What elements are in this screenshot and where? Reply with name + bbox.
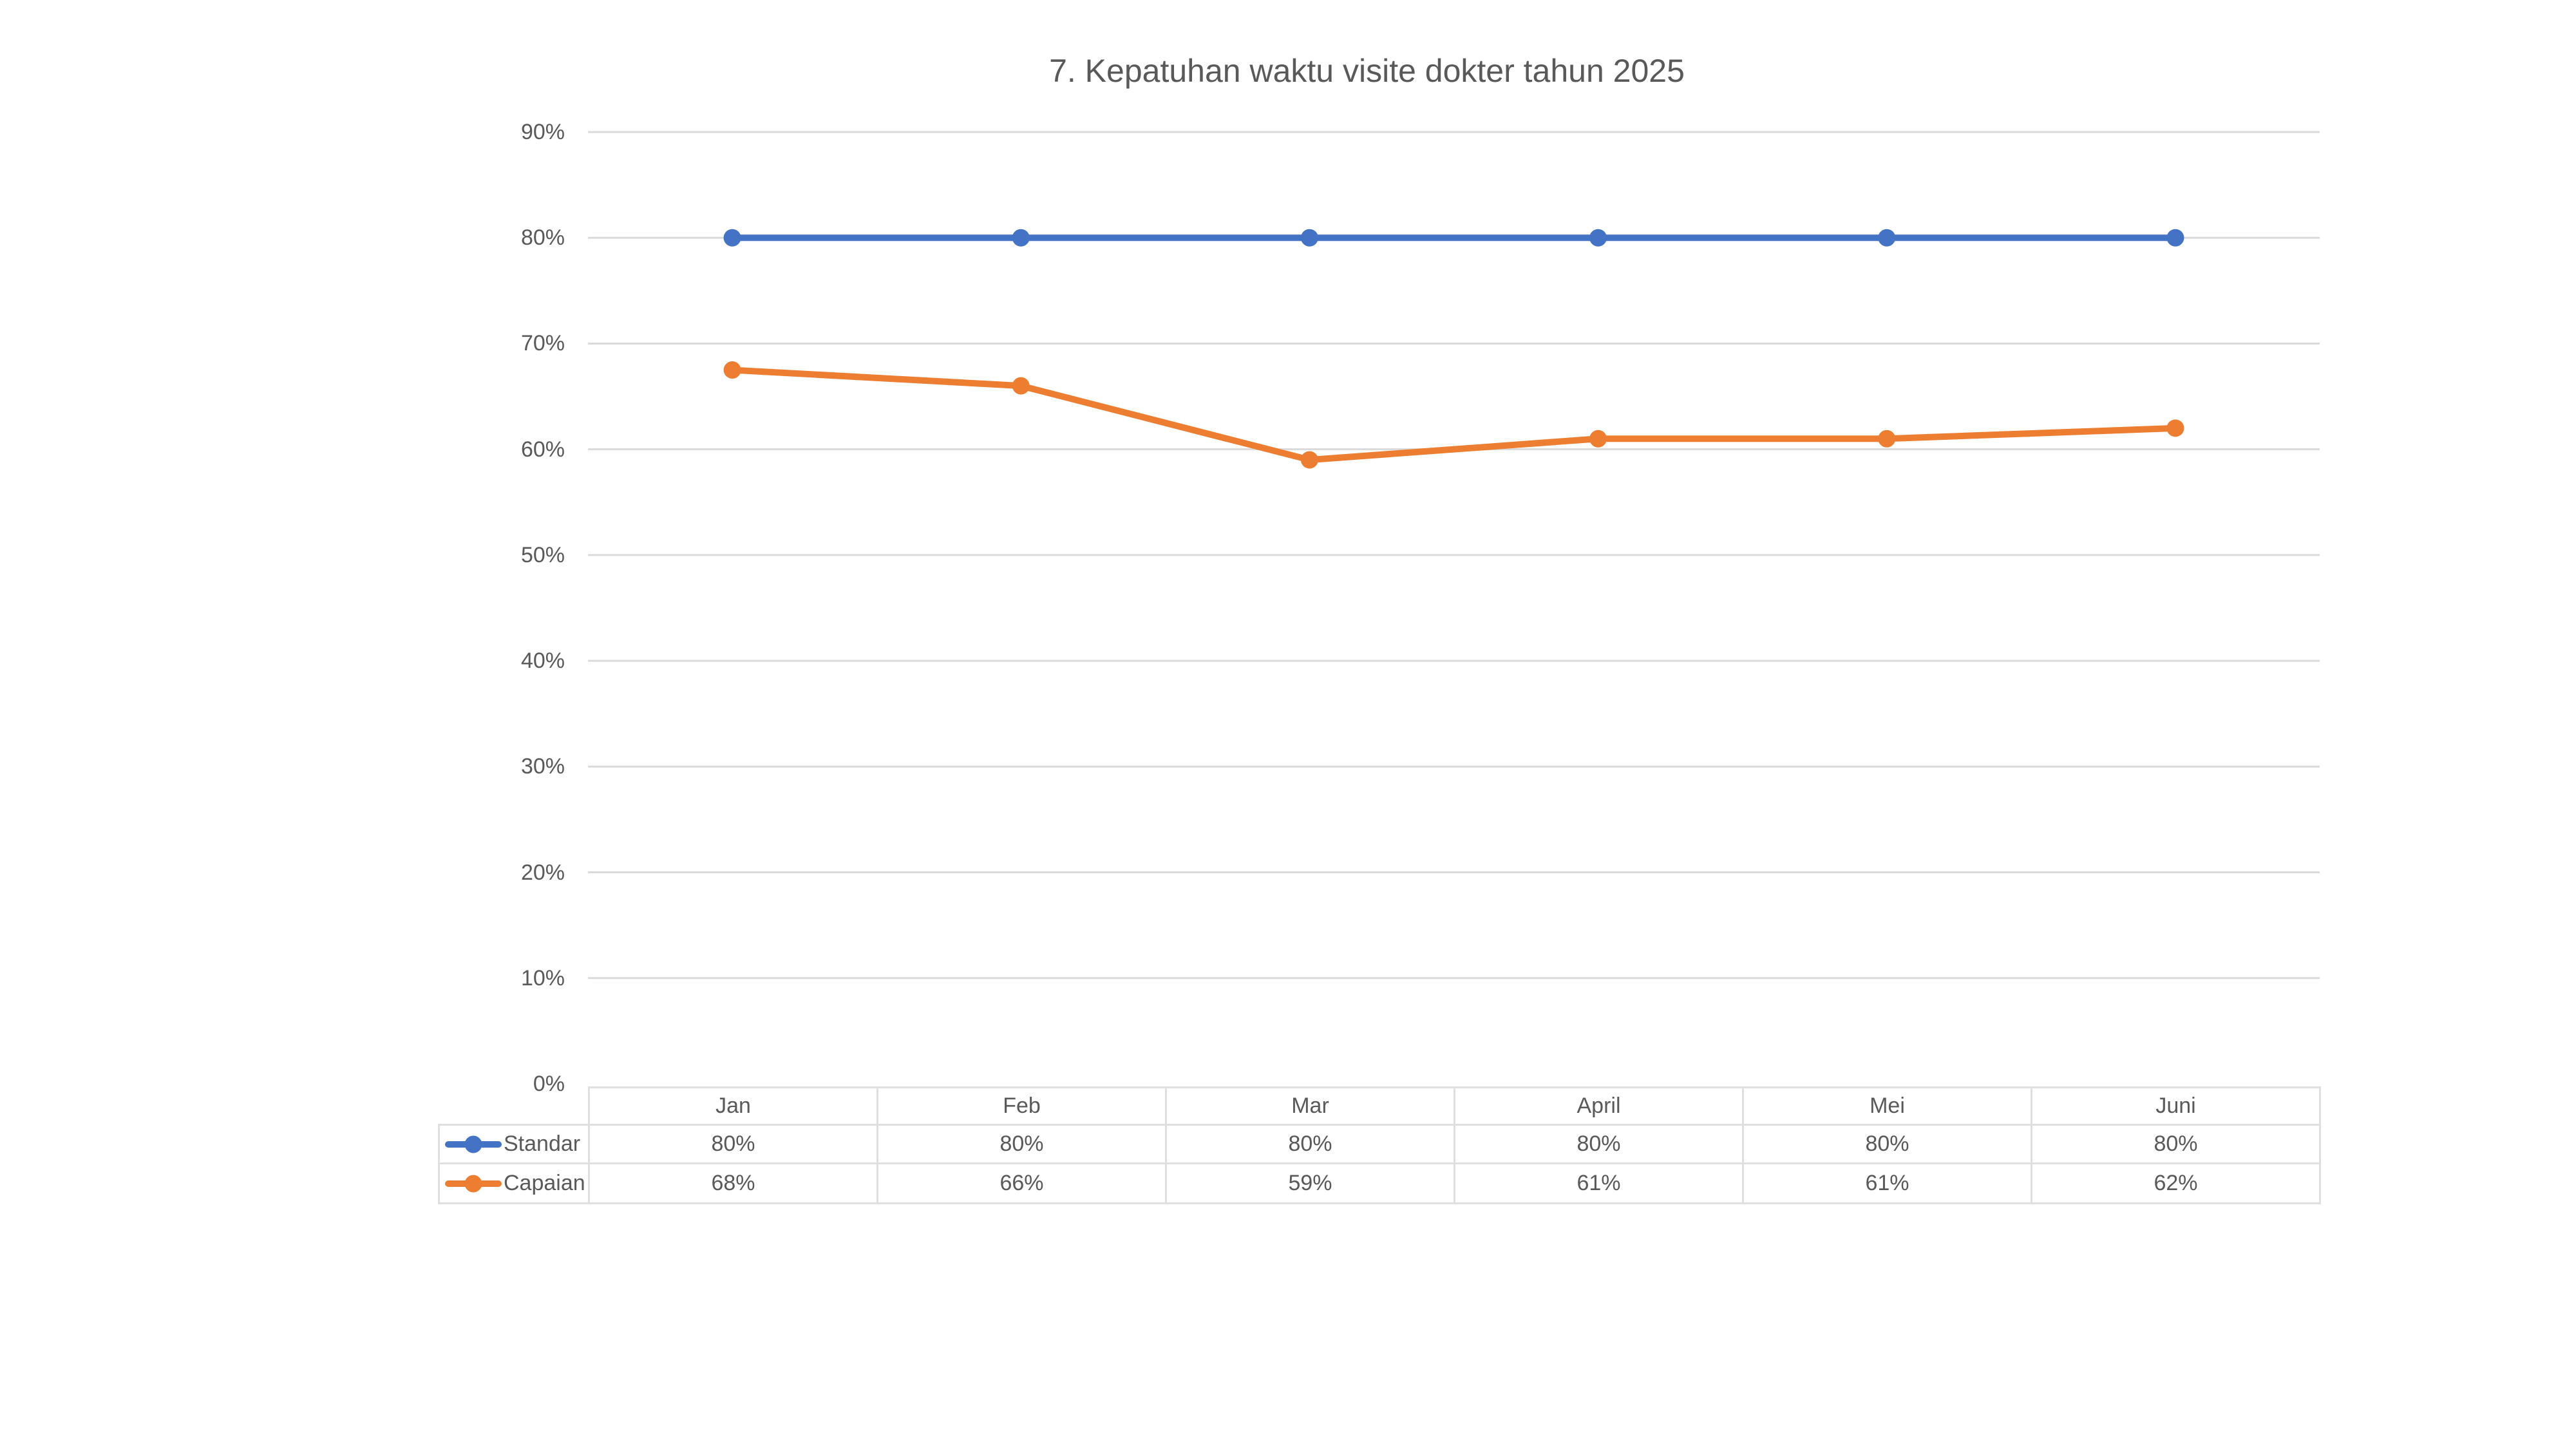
chart-title: 7. Kepatuhan waktu visite dokter tahun 2… [1049, 53, 1685, 89]
value-cell-standar-april: 80% [1454, 1124, 1744, 1164]
series-marker-standar [2166, 229, 2184, 247]
value-cell-standar-mar: 80% [1165, 1124, 1455, 1164]
y-axis-tick-label: 70% [520, 331, 565, 356]
value-cell-capaian-mei: 61% [1742, 1162, 2032, 1204]
month-header-feb: Feb [876, 1086, 1167, 1126]
series-marker-capaian [1878, 430, 1896, 448]
series-marker-capaian [1589, 430, 1607, 448]
legend-cell-capaian: Capaian [438, 1162, 590, 1204]
legend-entry: Standar [441, 1132, 587, 1157]
series-marker-standar [723, 229, 741, 247]
data-table: Jan Feb Mar April Mei Juni Standar 80% 80% 80% 80%… [438, 1086, 2321, 1204]
legend-entry: Capaian [441, 1171, 587, 1196]
series-marker-standar [1589, 229, 1607, 247]
value-cell-capaian-april: 61% [1454, 1162, 1744, 1204]
table-header-row: Jan Feb Mar April Mei Juni [439, 1086, 2321, 1126]
y-axis-tick-label: 10% [520, 965, 565, 990]
series-marker-standar [1012, 229, 1030, 247]
month-header-april: April [1454, 1086, 1744, 1126]
value-cell-capaian-mar: 59% [1165, 1162, 1455, 1204]
month-header-mar: Mar [1165, 1086, 1455, 1126]
table-corner-cell [439, 1087, 590, 1126]
series-marker-capaian [1300, 451, 1318, 469]
value-cell-standar-jan: 80% [588, 1124, 878, 1164]
series-marker-standar [1878, 229, 1896, 247]
y-axis-tick-label: 80% [520, 225, 565, 251]
series-marker-capaian [1012, 377, 1030, 395]
series-line-capaian [729, 366, 2179, 464]
table-row-capaian: Capaian 68% 66% 59% 61% 61% 62% [438, 1162, 2321, 1204]
y-axis-tick-label: 30% [520, 754, 565, 779]
y-axis-tick-label: 60% [520, 437, 565, 462]
table-row-standar: Standar 80% 80% 80% 80% 80% 80% [438, 1124, 2321, 1164]
legend-label-standar: Standar [504, 1132, 581, 1156]
y-axis-tick-label: 20% [520, 860, 565, 885]
legend-line-marker-icon [445, 1175, 502, 1192]
legend-cell-standar: Standar [438, 1124, 590, 1164]
series-marker-capaian [723, 361, 741, 379]
y-axis-tick-label: 40% [520, 649, 565, 674]
value-cell-standar-feb: 80% [876, 1124, 1167, 1164]
series-marker-capaian [2166, 419, 2184, 437]
legend-label-capaian: Capaian [504, 1171, 585, 1195]
legend-dot-icon [464, 1135, 482, 1153]
legend-line-marker-icon [445, 1135, 502, 1153]
value-cell-standar-juni: 80% [2031, 1124, 2321, 1164]
y-axis-tick-label: 90% [520, 120, 565, 144]
value-cell-capaian-jan: 68% [588, 1162, 878, 1204]
y-axis-tick-label: 50% [520, 542, 565, 567]
month-header-mei: Mei [1742, 1086, 2032, 1126]
series-marker-standar [1300, 229, 1318, 247]
value-cell-capaian-feb: 66% [876, 1162, 1167, 1204]
value-cell-capaian-juni: 62% [2031, 1162, 2321, 1204]
value-cell-standar-mei: 80% [1742, 1124, 2032, 1164]
legend-dot-icon [464, 1175, 482, 1192]
month-header-juni: Juni [2031, 1086, 2321, 1126]
month-header-jan: Jan [588, 1086, 878, 1126]
